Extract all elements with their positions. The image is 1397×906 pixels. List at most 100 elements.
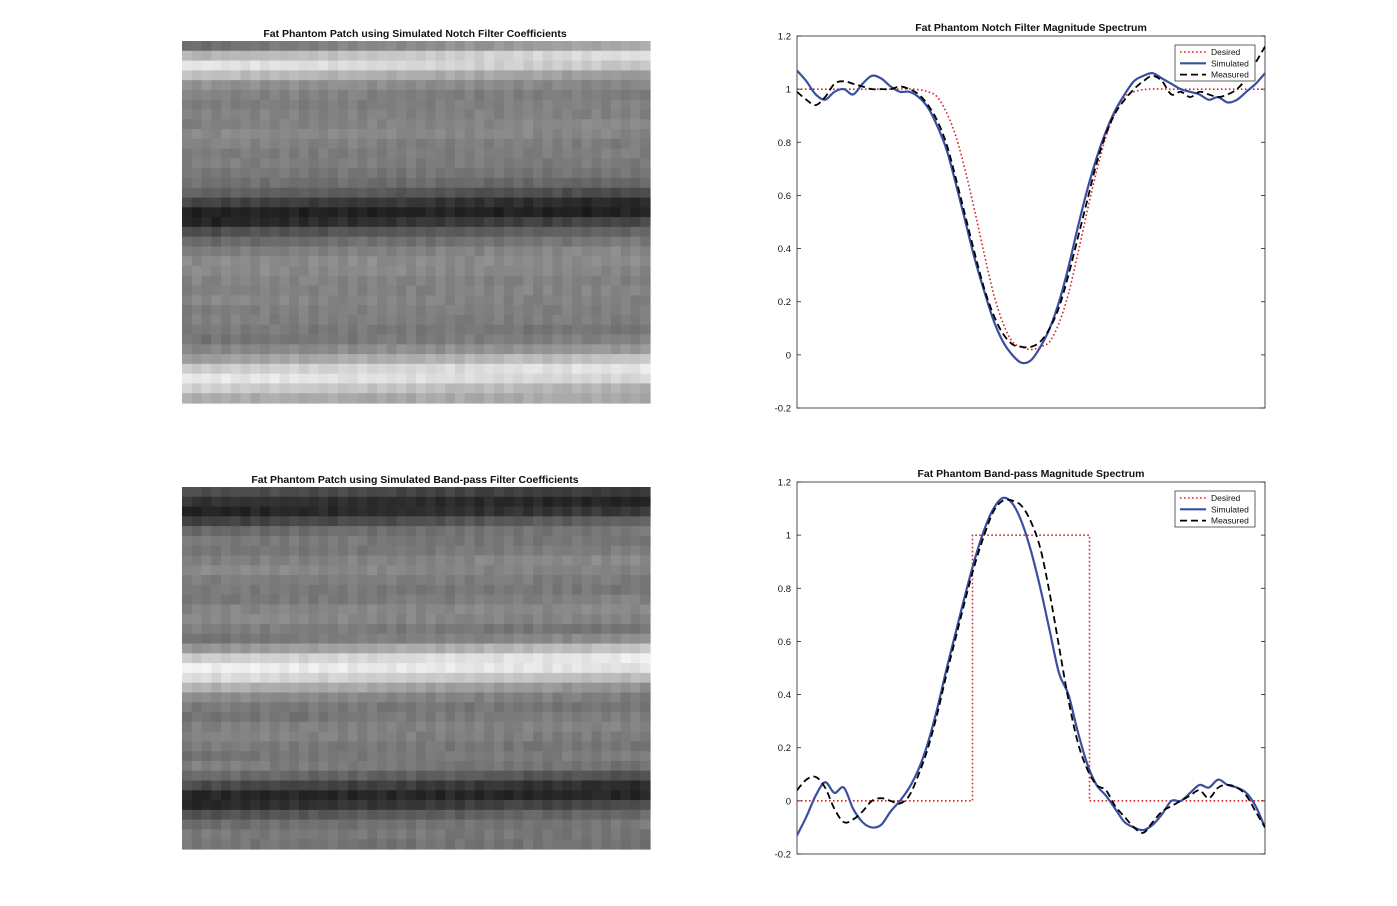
image-pixel (230, 314, 242, 326)
image-pixel (513, 692, 524, 703)
image-pixel (416, 314, 427, 326)
image-pixel (279, 354, 290, 365)
image-pixel (416, 751, 427, 762)
image-pixel (377, 780, 388, 791)
image-pixel (211, 354, 222, 365)
image-pixel (230, 177, 242, 189)
image-pixel (435, 363, 446, 375)
image-pixel (299, 236, 310, 248)
image-pixel (299, 256, 310, 267)
image-pixel (328, 487, 339, 498)
image-pixel (425, 741, 437, 752)
image-pixel (581, 168, 593, 179)
image-pixel (503, 70, 515, 81)
image-pixel (611, 393, 622, 404)
image-pixel (279, 584, 290, 596)
image-pixel (201, 496, 212, 508)
image-pixel (289, 535, 300, 547)
image-pixel (240, 324, 251, 336)
image-pixel (581, 314, 593, 326)
image-pixel (201, 129, 212, 140)
image-pixel (591, 780, 602, 791)
image-pixel (318, 41, 329, 52)
image-pixel (250, 702, 261, 713)
image-pixel (406, 334, 417, 345)
image-pixel (484, 217, 495, 228)
image-pixels (182, 41, 651, 404)
image-pixel (386, 226, 398, 238)
image-pixel (601, 50, 612, 62)
image-pixel (347, 383, 359, 394)
image-pixel (533, 393, 544, 404)
image-pixel (484, 158, 495, 169)
image-pixel (630, 790, 641, 801)
image-pixel (620, 770, 632, 782)
image-pixel (269, 575, 281, 586)
image-pixel (455, 393, 466, 404)
image-pixel (269, 217, 281, 228)
image-pixel (601, 770, 612, 782)
image-pixel (523, 702, 534, 713)
image-pixel (279, 168, 290, 179)
image-pixel (640, 187, 651, 199)
image-pixel (230, 334, 242, 345)
image-pixel (572, 672, 583, 684)
image-pixel (640, 819, 651, 831)
image-pixel (503, 285, 515, 296)
image-pixel (367, 275, 378, 287)
image-pixel (503, 487, 515, 498)
image-pixel (552, 535, 563, 547)
image-pixel (299, 354, 310, 365)
image-pixel (513, 839, 524, 850)
image-pixel (396, 584, 407, 596)
image-pixel (357, 129, 368, 140)
image-pixel (484, 790, 495, 801)
image-pixel (240, 373, 251, 385)
image-pixel (416, 800, 427, 811)
image-pixel (484, 516, 495, 527)
image-pixel (620, 672, 632, 684)
image-pixel (260, 246, 271, 257)
image-pixel (494, 324, 505, 336)
image-pixel (572, 363, 583, 375)
image-pixel (435, 70, 446, 81)
image-pixel (455, 565, 466, 576)
image-pixel (640, 604, 651, 615)
image-pixel (347, 197, 359, 208)
image-pixel (211, 721, 222, 733)
image-pixel (221, 373, 232, 385)
image-pixel (591, 829, 602, 840)
image-pixel (464, 305, 476, 316)
image-pixel (357, 363, 368, 375)
image-pixel (591, 643, 602, 654)
image-pixel (445, 809, 456, 821)
image-pixel (484, 672, 495, 684)
image-pixel (367, 226, 378, 238)
image-pixel (406, 187, 417, 199)
image-pixel (533, 584, 544, 596)
image-pixel (250, 672, 261, 684)
image-pixel (338, 256, 349, 267)
image-pixel (377, 80, 388, 91)
image-pixel (182, 226, 193, 238)
image-pixel (386, 383, 398, 394)
image-pixel (279, 702, 290, 713)
image-pixel (445, 80, 456, 91)
image-pixel (182, 614, 193, 625)
image-pixel (240, 197, 251, 208)
image-pixel (338, 226, 349, 238)
image-pixel (279, 119, 290, 130)
image-pixel (269, 721, 281, 733)
image-pixel (338, 526, 349, 537)
image-pixel (435, 168, 446, 179)
image-pixel (416, 266, 427, 277)
image-pixel (640, 682, 651, 694)
image-pixel (240, 751, 251, 762)
image-pixel (425, 839, 437, 850)
image-pixel (221, 89, 232, 101)
image-pixel (338, 373, 349, 385)
image-pixel (640, 393, 651, 404)
image-pixel (289, 751, 300, 762)
image-pixel (464, 731, 476, 742)
image-pixel (620, 236, 632, 248)
